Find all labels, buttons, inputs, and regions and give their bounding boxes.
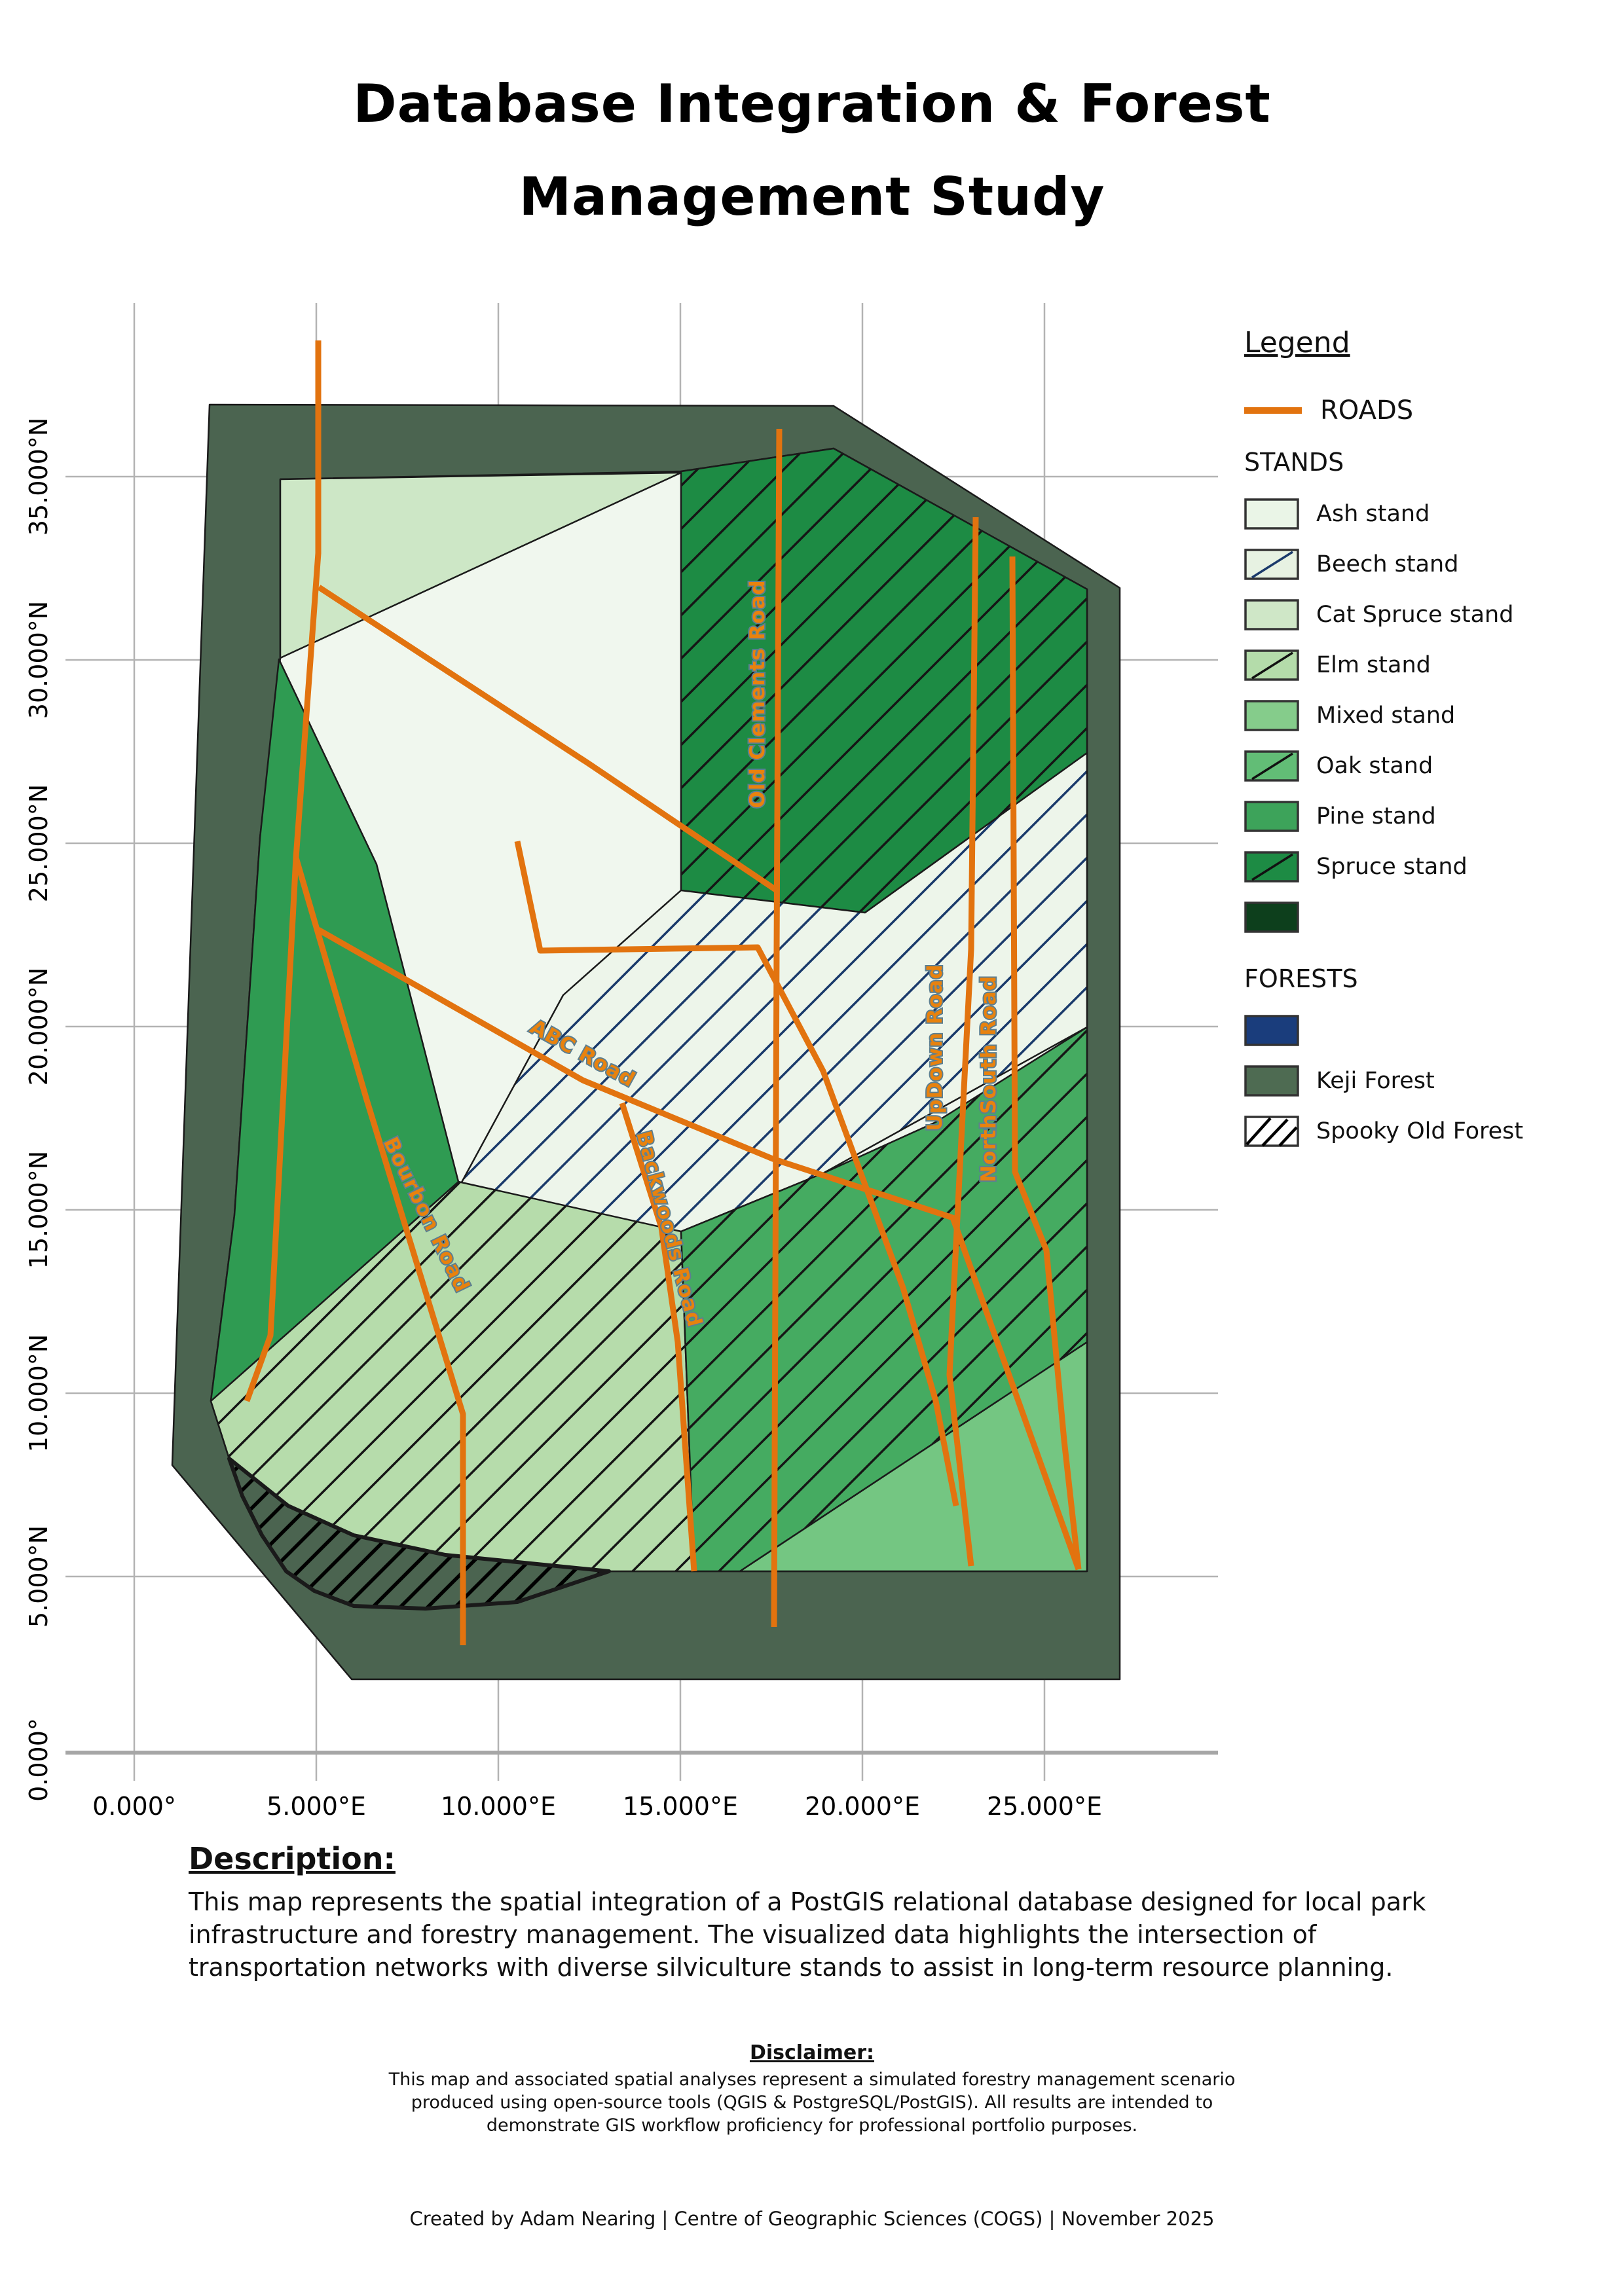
legend-item-label: Beech stand bbox=[1316, 551, 1459, 577]
y-tick-label: 20.000°N bbox=[24, 968, 53, 1085]
y-tick-label: 30.000°N bbox=[24, 601, 53, 719]
legend-swatch-icon bbox=[1244, 699, 1299, 731]
legend-swatch-icon bbox=[1244, 1014, 1299, 1046]
legend-item-label: Cat Spruce stand bbox=[1316, 601, 1514, 628]
description-body: This map represents the spatial integrat… bbox=[189, 1887, 1426, 1982]
disclaimer-section: Disclaimer: This map and associated spat… bbox=[354, 2041, 1270, 2137]
legend-item: Keji Forest bbox=[1244, 1055, 1621, 1106]
layer-spooky-old-forest bbox=[227, 1457, 611, 1611]
legend-swatch-icon bbox=[1244, 498, 1299, 530]
layer-oak-stand bbox=[680, 1026, 1088, 1573]
layer-cat-spruce-stand bbox=[279, 471, 682, 659]
description-heading: Description: bbox=[189, 1841, 396, 1876]
y-tick-label: 35.000°N bbox=[24, 418, 53, 536]
x-tick-label: 0.000° bbox=[92, 1792, 176, 1821]
road-bourbon-road bbox=[293, 340, 466, 1645]
legend-swatch-icon bbox=[1244, 548, 1299, 580]
legend-item: Mixed stand bbox=[1244, 690, 1621, 740]
legend-forests-list: Keji Forest Spooky Old Forest bbox=[1244, 1005, 1621, 1156]
x-tick-label: 25.000°E bbox=[987, 1792, 1102, 1821]
legend-item: Cat Spruce stand bbox=[1244, 589, 1621, 640]
axis-ticks-layer: 0.000° 5.000°E 10.000°E 15.000°E 20.000°E 25.… bbox=[24, 418, 1102, 1821]
road-northsouth-road bbox=[1009, 556, 1082, 1570]
road-bourbon-road-spur bbox=[244, 857, 299, 1402]
y-tick-label: 25.000°N bbox=[24, 784, 53, 902]
layer-pine-stand bbox=[210, 658, 460, 1402]
legend-swatch-icon bbox=[1244, 800, 1299, 832]
legend-item: Ash stand bbox=[1244, 488, 1621, 539]
legend-swatch-icon bbox=[1244, 850, 1299, 883]
legend-item-label: Pine stand bbox=[1316, 803, 1436, 829]
road-old-clements-road bbox=[771, 428, 783, 1628]
road-label: Old Clements Road bbox=[746, 579, 769, 808]
layer-pine-stand bbox=[211, 659, 458, 1401]
layer-mixed-stand bbox=[739, 1341, 1088, 1573]
x-tick-label: 15.000°E bbox=[623, 1792, 738, 1821]
road-abc-road bbox=[316, 927, 1082, 1571]
legend-item bbox=[1244, 892, 1621, 942]
road-backwoods-road bbox=[619, 1102, 697, 1572]
disclaimer-heading: Disclaimer: bbox=[749, 2041, 875, 2064]
y-tick-label: 15.000°N bbox=[24, 1151, 53, 1269]
legend-item: Pine stand bbox=[1244, 791, 1621, 841]
roads-layer bbox=[244, 340, 1082, 1645]
legend-panel: Legend ROADS STANDS Ash stand Beech stand… bbox=[1244, 326, 1621, 1156]
x-tick-label: 5.000°E bbox=[267, 1792, 366, 1821]
legend-item: Spooky Old Forest bbox=[1244, 1106, 1621, 1156]
legend-stands-list: Ash stand Beech stand Cat Spruce stand Elm … bbox=[1244, 488, 1621, 942]
layer-keji-forest bbox=[171, 403, 1121, 1681]
road-label: UpDown Road bbox=[923, 964, 947, 1131]
road-diagonal-road bbox=[317, 585, 779, 893]
legend-item-label: Spooky Old Forest bbox=[1316, 1118, 1524, 1144]
legend-item-label: Ash stand bbox=[1316, 500, 1430, 527]
legend-item-label: Elm stand bbox=[1316, 651, 1431, 678]
stand-polygons-layer bbox=[171, 403, 1121, 1681]
road-line-icon bbox=[1244, 407, 1302, 414]
legend-title: Legend bbox=[1244, 326, 1350, 359]
road-label: NorthSouth Road bbox=[977, 975, 1001, 1182]
legend-swatch-icon bbox=[1244, 598, 1299, 630]
legend-item: Beech stand bbox=[1244, 539, 1621, 589]
x-tick-label: 10.000°E bbox=[441, 1792, 556, 1821]
y-tick-label: 0.000° bbox=[24, 1718, 53, 1802]
x-tick-label: 20.000°E bbox=[805, 1792, 920, 1821]
legend-item bbox=[1244, 1005, 1621, 1055]
legend-item-label: Mixed stand bbox=[1316, 702, 1456, 729]
y-tick-label: 10.000°N bbox=[24, 1334, 53, 1452]
legend-swatch-icon bbox=[1244, 1115, 1299, 1147]
legend-item-label: Oak stand bbox=[1316, 752, 1433, 779]
road-connector-road bbox=[514, 841, 959, 1506]
legend-item: Elm stand bbox=[1244, 640, 1621, 690]
page-title-line1: Database Integration & Forest bbox=[353, 73, 1271, 134]
legend-item-label: Spruce stand bbox=[1316, 853, 1467, 880]
legend-swatch-icon bbox=[1244, 750, 1299, 782]
legend-swatch-icon bbox=[1244, 901, 1299, 933]
description-section: Description: This map represents the spa… bbox=[189, 1841, 1466, 1984]
y-tick-label: 5.000°N bbox=[24, 1525, 53, 1628]
legend-item: Oak stand bbox=[1244, 740, 1621, 791]
legend-roads-row: ROADS bbox=[1244, 395, 1621, 426]
legend-swatch-icon bbox=[1244, 649, 1299, 681]
legend-item-label: Keji Forest bbox=[1316, 1067, 1435, 1094]
credit-line: Created by Adam Nearing | Centre of Geog… bbox=[409, 2208, 1215, 2230]
page-title-line2: Management Study bbox=[519, 166, 1105, 228]
disclaimer-body: This map and associated spatial analyses… bbox=[388, 2069, 1236, 2136]
legend-roads-label: ROADS bbox=[1320, 395, 1414, 426]
road-updown-road bbox=[946, 517, 979, 1567]
legend-stands-header: STANDS bbox=[1244, 448, 1344, 477]
page-title: Database Integration & Forest Management… bbox=[0, 58, 1624, 244]
legend-forests-header: FORESTS bbox=[1244, 964, 1358, 993]
legend-item: Spruce stand bbox=[1244, 841, 1621, 892]
legend-swatch-icon bbox=[1244, 1065, 1299, 1097]
